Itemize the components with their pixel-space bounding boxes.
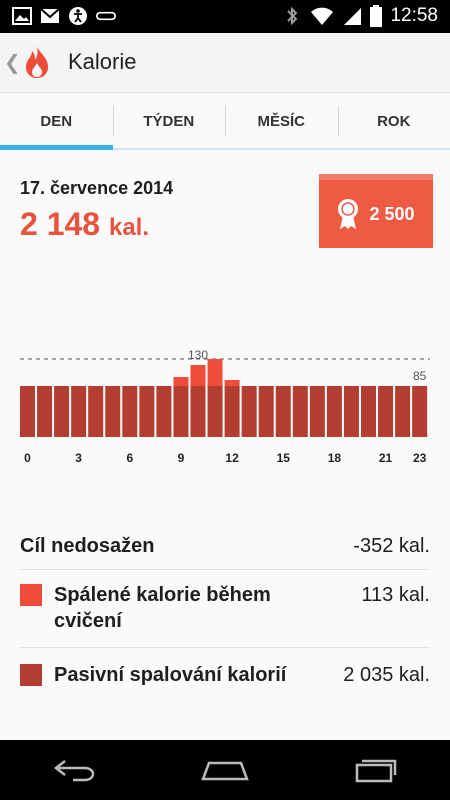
chart-x-tick-label: 23 xyxy=(413,451,427,465)
tab-year[interactable]: ROK xyxy=(337,94,450,148)
award-ribbon-icon xyxy=(338,199,359,229)
hourly-calories-chart: 130 85 0 3 6 9 12 15 18 21 23 xyxy=(20,348,430,465)
chart-bar-passive xyxy=(395,386,411,437)
chart-bar-active xyxy=(207,359,223,386)
chart-x-tick-label: 12 xyxy=(225,451,239,465)
chart-bar-passive xyxy=(139,386,155,437)
active-calories-label: Spálené kalorie během cvičení xyxy=(54,584,271,632)
chart-bar-passive xyxy=(207,386,223,437)
tab-month[interactable]: MĚSÍC xyxy=(225,94,338,148)
status-bar: 12:58 xyxy=(0,0,450,33)
image-icon xyxy=(12,7,32,25)
active-calories-swatch xyxy=(20,584,42,606)
chart-bar-passive xyxy=(156,386,172,437)
band-icon xyxy=(96,11,116,21)
tab-week[interactable]: TÝDEN xyxy=(112,94,226,148)
chart-bar-passive xyxy=(292,386,308,437)
accessibility-icon xyxy=(69,7,87,25)
chart-bar-passive xyxy=(361,386,376,437)
nav-recent-apps-button[interactable] xyxy=(345,750,405,790)
chart-bar-passive xyxy=(224,386,240,437)
nav-back-button[interactable] xyxy=(45,750,105,790)
goal-status-value: -352 kal. xyxy=(353,534,430,557)
chart-bar-passive xyxy=(275,386,291,437)
passive-calories-swatch xyxy=(20,664,42,686)
chart-bar-passive xyxy=(71,386,87,437)
chart-bar-passive xyxy=(343,386,359,437)
chart-bar-passive xyxy=(54,386,70,437)
goal-status-row: Cíl nedosažen -352 kal. xyxy=(20,522,430,570)
chart-bar-passive xyxy=(20,386,35,437)
total-calories: 2 148 kal. xyxy=(20,206,149,243)
goal-badge[interactable]: 2 500 xyxy=(319,174,433,248)
chart-x-tick-label: 15 xyxy=(277,451,291,465)
wifi-icon xyxy=(311,7,334,25)
recent-apps-icon xyxy=(355,759,397,783)
chart-bar-passive xyxy=(241,386,257,437)
chart-data-label: 130 xyxy=(188,348,208,362)
chart-bar-active xyxy=(190,365,206,386)
total-calories-value: 2 148 xyxy=(20,206,101,242)
flame-icon[interactable] xyxy=(24,45,50,79)
home-icon xyxy=(201,761,249,781)
action-bar: ❮ Kalorie xyxy=(0,33,450,93)
chart-x-tick-label: 6 xyxy=(126,451,133,465)
chart-bar-passive xyxy=(378,386,394,437)
chart-x-tick-label: 0 xyxy=(24,451,31,465)
active-calories-row: Spálené kalorie během cvičení 113 kal. xyxy=(20,570,430,648)
chart-bar-passive xyxy=(173,386,189,437)
goal-value: 2 500 xyxy=(369,203,415,224)
chart-x-tick-label: 3 xyxy=(75,451,82,465)
signal-icon xyxy=(344,8,362,25)
chart-bar-active xyxy=(224,380,240,386)
chart-bar-passive xyxy=(37,386,53,437)
bluetooth-icon xyxy=(287,6,298,26)
tab-day[interactable]: DEN xyxy=(0,94,113,150)
back-icon xyxy=(53,760,95,782)
chart-bar-active xyxy=(173,377,189,386)
chart-x-tick-label: 21 xyxy=(379,451,393,465)
chart-bar-passive xyxy=(309,386,325,437)
chart-bar-passive xyxy=(258,386,274,437)
total-calories-unit: kal. xyxy=(108,214,149,241)
selected-date: 17. července 2014 xyxy=(20,178,174,198)
active-calories-value: 113 kal. xyxy=(361,584,430,606)
nav-home-button[interactable] xyxy=(195,750,255,790)
chart-bar-passive xyxy=(412,386,428,437)
chevron-left-icon[interactable]: ❮ xyxy=(4,52,21,74)
gmail-icon xyxy=(40,8,60,23)
chart-x-tick-label: 18 xyxy=(328,451,342,465)
chart-x-tick-label: 9 xyxy=(178,451,185,465)
system-nav-bar xyxy=(0,740,450,800)
passive-calories-value: 2 035 kal. xyxy=(343,664,430,686)
chart-bar-passive xyxy=(88,386,104,437)
chart-bar-passive xyxy=(190,386,206,437)
stats-list: Cíl nedosažen -352 kal. Spálené kalorie … xyxy=(20,522,430,702)
passive-calories-row: Pasivní spalování kalorií 2 035 kal. xyxy=(20,648,430,702)
chart-bar-passive xyxy=(326,386,342,437)
goal-status-label: Cíl nedosažen xyxy=(20,534,155,557)
chart-bar-passive xyxy=(105,386,121,437)
period-tabs: DEN TÝDEN MĚSÍC ROK xyxy=(0,94,450,150)
battery-icon xyxy=(370,5,383,27)
passive-calories-label: Pasivní spalování kalorií xyxy=(54,664,287,686)
status-time: 12:58 xyxy=(390,5,438,26)
chart-data-label: 85 xyxy=(413,369,427,383)
app-title: Kalorie xyxy=(68,49,137,74)
chart-bar-passive xyxy=(122,386,138,437)
